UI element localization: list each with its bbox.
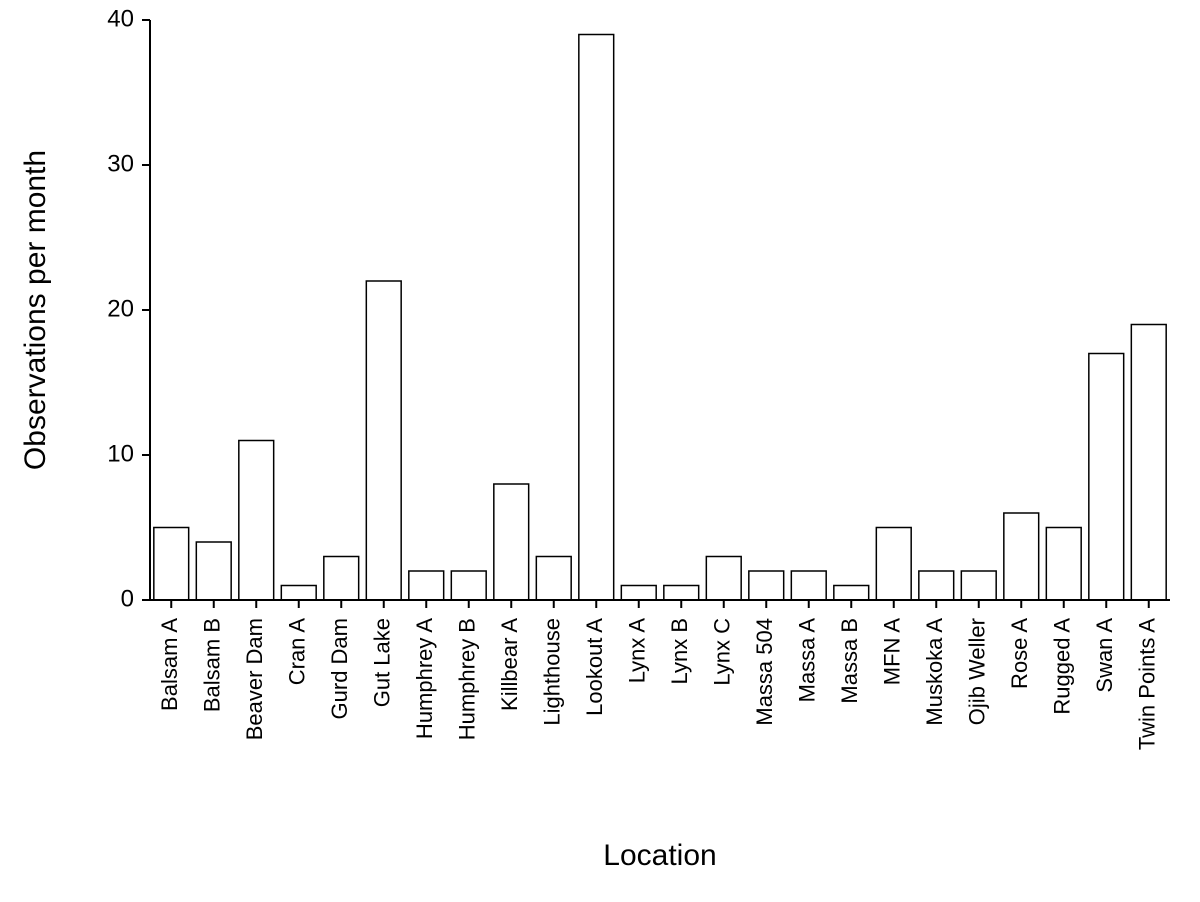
x-tick-label: Massa B [837,618,862,704]
bar [749,571,784,600]
x-tick-label: Gut Lake [370,618,395,707]
x-tick-label: Gurd Dam [327,618,352,719]
x-tick-label: Massa 504 [752,618,777,726]
x-tick-label: Lynx B [667,618,692,684]
y-axis-title: Observations per month [19,150,52,470]
y-tick-label: 0 [121,585,134,612]
bar [324,557,359,601]
x-tick-label: Balsam A [157,618,182,711]
bar [154,528,189,601]
y-tick-label: 10 [107,440,134,467]
bar [366,281,401,600]
bar [281,586,316,601]
bar [1131,325,1166,601]
bar [961,571,996,600]
bar [876,528,911,601]
bar [1004,513,1039,600]
y-tick-label: 40 [107,5,134,32]
x-tick-label: Swan A [1092,618,1117,693]
x-tick-label: Massa A [795,618,820,703]
x-tick-label: Ojib Weller [965,618,990,725]
bar [196,542,231,600]
y-tick-label: 30 [107,150,134,177]
x-tick-label: Twin Points A [1135,618,1160,750]
bar [409,571,444,600]
bar [834,586,869,601]
x-tick-label: Beaver Dam [242,618,267,740]
bar [579,35,614,601]
x-tick-label: Lynx C [710,618,735,686]
bar-chart: 0 10 20 30 40 Balsam A Balsam B Beaver Dam Cran … [0,0,1200,902]
bar [664,586,699,601]
x-tick-label: Lighthouse [540,618,565,726]
y-tick-label: 20 [107,295,134,322]
bar [536,557,571,601]
x-tick-label: MFN A [880,618,905,686]
x-tick-label: Killbear A [497,618,522,711]
chart-svg: 0 10 20 30 40 Balsam A Balsam B Beaver Dam Cran … [0,0,1200,902]
bar [1089,354,1124,601]
x-tick-label: Cran A [285,618,310,686]
x-axis-title: Location [603,839,716,872]
x-tick-label: Humphrey B [455,618,480,740]
bar [239,441,274,601]
bar [919,571,954,600]
x-tick-label: Lynx A [625,618,650,684]
bar [791,571,826,600]
bar [621,586,656,601]
bar [1046,528,1081,601]
x-tick-label: Rugged A [1050,618,1075,715]
x-tick-label: Humphrey A [412,618,437,739]
x-tick-label: Muskoka A [922,618,947,726]
bar [451,571,486,600]
x-tick-label: Rose A [1007,618,1032,689]
bars-group [154,35,1166,601]
x-tick-label: Balsam B [200,618,225,712]
bar [494,484,529,600]
bar [706,557,741,601]
x-tick-label: Lookout A [582,618,607,716]
